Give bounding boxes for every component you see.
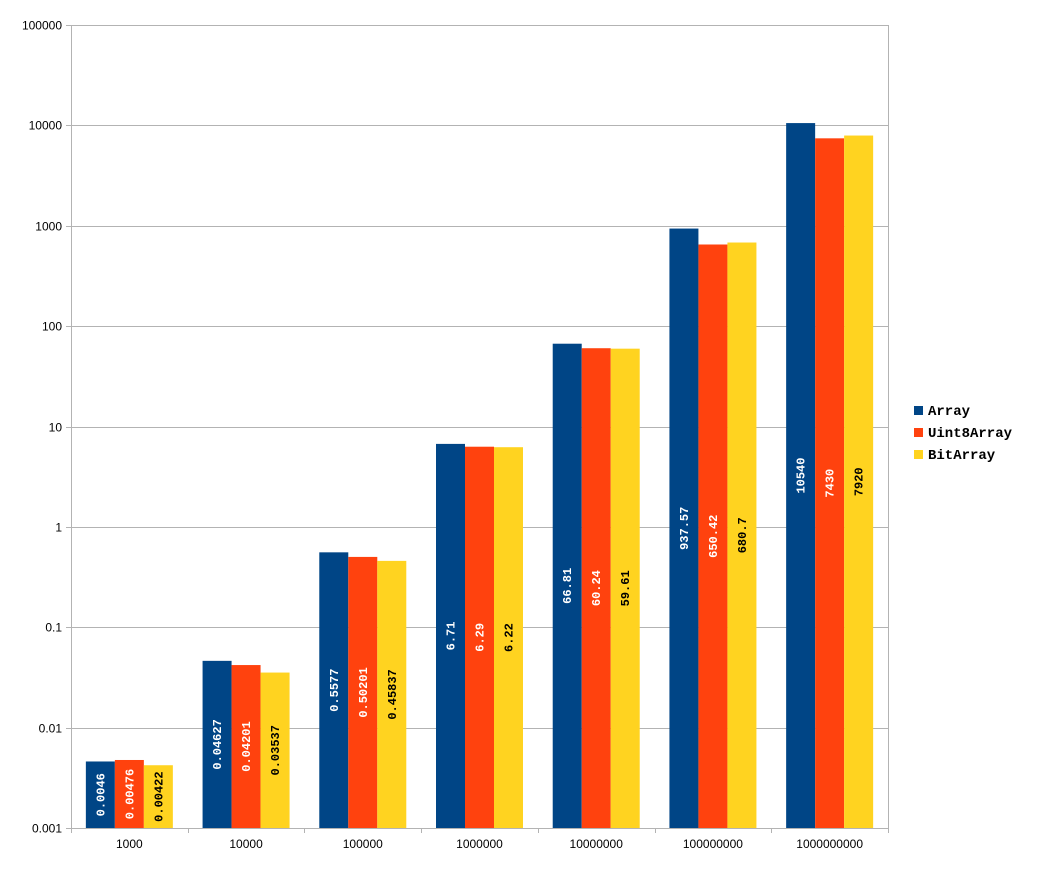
bar-uint8array-1000000000 xyxy=(815,138,845,829)
data-label: 680.7 xyxy=(736,517,750,553)
legend-swatch xyxy=(914,428,923,437)
bar-bitarray-1000000000 xyxy=(844,135,874,828)
data-label: 60.24 xyxy=(590,570,604,606)
y-tick-label: 100000 xyxy=(22,19,62,33)
bar-array-100000000 xyxy=(669,228,699,829)
data-label: 0.00422 xyxy=(152,771,166,821)
data-label: 7430 xyxy=(824,469,838,498)
data-label: 66.81 xyxy=(561,568,575,604)
data-label: 937.57 xyxy=(678,507,692,550)
x-tick-label: 100000 xyxy=(343,837,383,851)
x-tick-label: 10000000 xyxy=(570,837,624,851)
bar-bitarray-10000000 xyxy=(610,348,640,828)
data-label: 0.50201 xyxy=(357,667,371,717)
data-label: 0.00476 xyxy=(123,769,137,819)
legend: Array Uint8Array BitArray xyxy=(914,404,1013,464)
x-tick-label: 1000 xyxy=(116,837,143,851)
y-tick-label: 0.01 xyxy=(39,722,63,736)
bar-uint8array-10000000 xyxy=(581,348,611,828)
bar-bitarray-10000 xyxy=(260,672,290,828)
y-tick-label: 1 xyxy=(55,521,62,535)
y-tick-label: 0.001 xyxy=(32,822,62,836)
y-tick-label: 10 xyxy=(49,421,63,435)
data-label: 59.61 xyxy=(619,570,633,606)
data-label: 0.45837 xyxy=(386,669,400,719)
y-tick-label: 10000 xyxy=(29,119,63,133)
x-tick-label: 1000000 xyxy=(456,837,503,851)
legend-label: Array xyxy=(928,404,971,420)
legend-label: Uint8Array xyxy=(928,426,1013,442)
bars xyxy=(85,123,874,829)
bar-array-10000 xyxy=(202,660,232,828)
x-tick-label: 1000000000 xyxy=(796,837,863,851)
data-label: 650.42 xyxy=(707,515,721,558)
bar-uint8array-100000000 xyxy=(698,244,728,828)
bar-array-1000000 xyxy=(436,443,465,828)
bar-uint8array-1000 xyxy=(114,759,144,828)
legend-swatch xyxy=(914,406,923,415)
data-label: 0.04627 xyxy=(211,719,225,769)
bar-array-100000 xyxy=(319,552,349,828)
data-label: 0.5577 xyxy=(328,669,342,712)
data-label: 0.03537 xyxy=(269,725,283,775)
bar-bitarray-100000 xyxy=(377,560,407,828)
data-label: 10540 xyxy=(795,458,809,494)
bar-bitarray-100000000 xyxy=(727,242,757,828)
data-label: 6.29 xyxy=(474,623,488,652)
bar-array-1000 xyxy=(85,761,115,828)
x-tick-label: 10000 xyxy=(229,837,263,851)
axes: 0.001 0.01 0.1 1 10 100 1000 10000 100000 1000 100… xyxy=(22,19,889,851)
data-label: 0.0046 xyxy=(94,773,108,816)
y-tick-label: 100 xyxy=(42,320,62,334)
bar-uint8array-10000 xyxy=(231,665,261,828)
bar-uint8array-1000000 xyxy=(465,446,494,828)
x-tick-label: 100000000 xyxy=(683,837,743,851)
bar-bitarray-1000 xyxy=(143,765,173,828)
y-tick-label: 0.1 xyxy=(45,621,62,635)
bar-array-10000000 xyxy=(552,343,582,828)
bar-array-1000000000 xyxy=(786,123,816,828)
y-tick-label: 1000 xyxy=(35,220,62,234)
data-label: 7920 xyxy=(853,467,867,496)
data-label: 6.22 xyxy=(503,623,517,652)
data-label: 0.04201 xyxy=(240,721,254,771)
bar-bitarray-1000000 xyxy=(494,447,523,828)
data-labels: 0.0046 0.00476 0.00422 0.04627 0.04201 0.0353… xyxy=(94,458,866,822)
legend-swatch xyxy=(914,450,923,459)
bar-uint8array-100000 xyxy=(348,556,378,828)
data-label: 6.71 xyxy=(445,622,459,651)
legend-label: BitArray xyxy=(928,448,996,464)
